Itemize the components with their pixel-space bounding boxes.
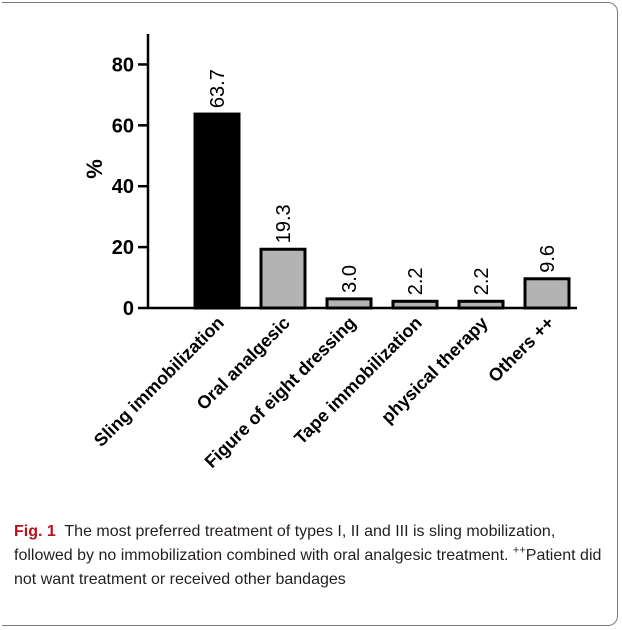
figure-caption: Fig. 1 The most preferred treatment of t… bbox=[14, 520, 604, 592]
x-tick-label: Sling immobilization bbox=[90, 313, 228, 451]
caption-text-after: Patient did not want treatment or receiv… bbox=[14, 547, 602, 588]
y-tick-label: 80 bbox=[112, 54, 134, 76]
y-tick-label: 60 bbox=[112, 115, 134, 137]
data-label: 63.7 bbox=[207, 69, 229, 108]
data-label: 9.6 bbox=[537, 245, 559, 273]
data-label: 2.2 bbox=[405, 267, 427, 295]
y-tick-label: 20 bbox=[112, 237, 134, 259]
y-axis-label: % bbox=[82, 159, 107, 179]
bar-chart: 0 20 40 60 80 63.7 19.3 3.0 2.2 2.2 9.6 Sling imm… bbox=[82, 34, 577, 472]
x-tick-label: Tape immobilization bbox=[290, 313, 426, 449]
y-tick-label: 0 bbox=[123, 298, 134, 320]
y-tick-label: 40 bbox=[112, 176, 134, 198]
x-tick-label: Others ++ bbox=[484, 313, 558, 387]
bar bbox=[391, 299, 439, 310]
bar bbox=[325, 297, 373, 310]
bar bbox=[259, 247, 307, 310]
caption-text-before: The most preferred treatment of types I,… bbox=[14, 523, 556, 564]
caption-superscript: ++ bbox=[512, 544, 526, 557]
bar bbox=[193, 112, 241, 310]
bar bbox=[457, 299, 505, 310]
caption-label: Fig. 1 bbox=[14, 523, 56, 540]
bars bbox=[193, 112, 571, 310]
data-label: 2.2 bbox=[471, 267, 493, 295]
bar bbox=[523, 277, 571, 310]
value-labels: 63.7 19.3 3.0 2.2 2.2 9.6 bbox=[207, 69, 559, 295]
data-label: 3.0 bbox=[339, 265, 361, 293]
data-label: 19.3 bbox=[273, 204, 295, 243]
